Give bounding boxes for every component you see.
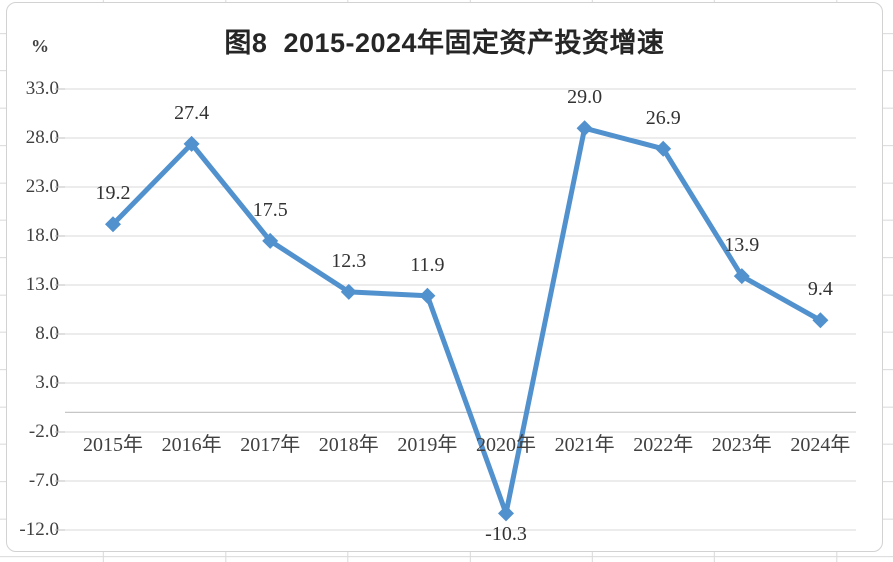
x-axis-label: 2024年	[790, 434, 851, 456]
x-axis-label: 2021年	[554, 434, 615, 456]
x-axis-label: 2017年	[240, 434, 301, 456]
series-line[interactable]	[110, 125, 823, 516]
x-axis-label: 2015年	[83, 434, 143, 456]
y-axis-tick-label: -12.0	[19, 519, 59, 540]
chart-title: 图8 2015-2024年固定资产投资增速	[224, 28, 665, 58]
data-label: 19.2	[95, 182, 131, 205]
data-point-marker[interactable]	[576, 120, 593, 137]
x-axis-label: 2023年	[711, 434, 772, 456]
data-point-marker[interactable]	[183, 135, 200, 152]
y-axis-tick-label: 13.0	[25, 274, 59, 295]
data-label: 17.5	[252, 198, 288, 221]
y-axis-tick-label: -7.0	[28, 470, 59, 491]
data-label: 29.0	[567, 86, 603, 109]
data-point-marker[interactable]	[498, 505, 514, 522]
data-point-marker[interactable]	[340, 283, 357, 300]
data-label: 11.9	[410, 253, 445, 276]
data-point-marker[interactable]	[733, 268, 750, 285]
y-axis-tick-label: 33.0	[25, 78, 59, 99]
x-axis-label: 2019年	[397, 434, 458, 456]
data-label: -10.3	[485, 523, 527, 546]
y-axis-tick-label: 18.0	[25, 225, 59, 246]
data-point-marker[interactable]	[812, 312, 829, 329]
data-label: 12.3	[331, 249, 367, 272]
x-axis-label: 2022年	[633, 434, 694, 456]
plot-area	[55, 88, 856, 531]
chart-frame[interactable]: 图8 2015-2024年固定资产投资增速 % 33.0 28.0 23.0 18.0…	[6, 2, 883, 552]
y-axis-unit-label: %	[31, 36, 49, 56]
y-axis-tick-label: 23.0	[25, 176, 59, 197]
data-point-marker[interactable]	[655, 140, 672, 157]
x-axis-label: 2016年	[161, 434, 222, 456]
data-point-marker[interactable]	[105, 216, 121, 233]
data-label: 27.4	[174, 101, 210, 124]
y-axis-tick-label: 28.0	[25, 127, 59, 148]
data-label: 13.9	[724, 234, 760, 257]
data-point-marker[interactable]	[419, 287, 436, 304]
y-axis-tick-label: 8.0	[35, 323, 59, 344]
y-axis-tick-label: 3.0	[35, 372, 59, 393]
y-axis-tick-label: -2.0	[28, 421, 59, 442]
data-label: 9.4	[807, 278, 833, 301]
x-axis-label: 2020年	[476, 434, 536, 456]
x-axis-label: 2018年	[318, 434, 379, 456]
data-point-marker[interactable]	[262, 232, 279, 249]
data-label: 26.9	[645, 106, 681, 129]
